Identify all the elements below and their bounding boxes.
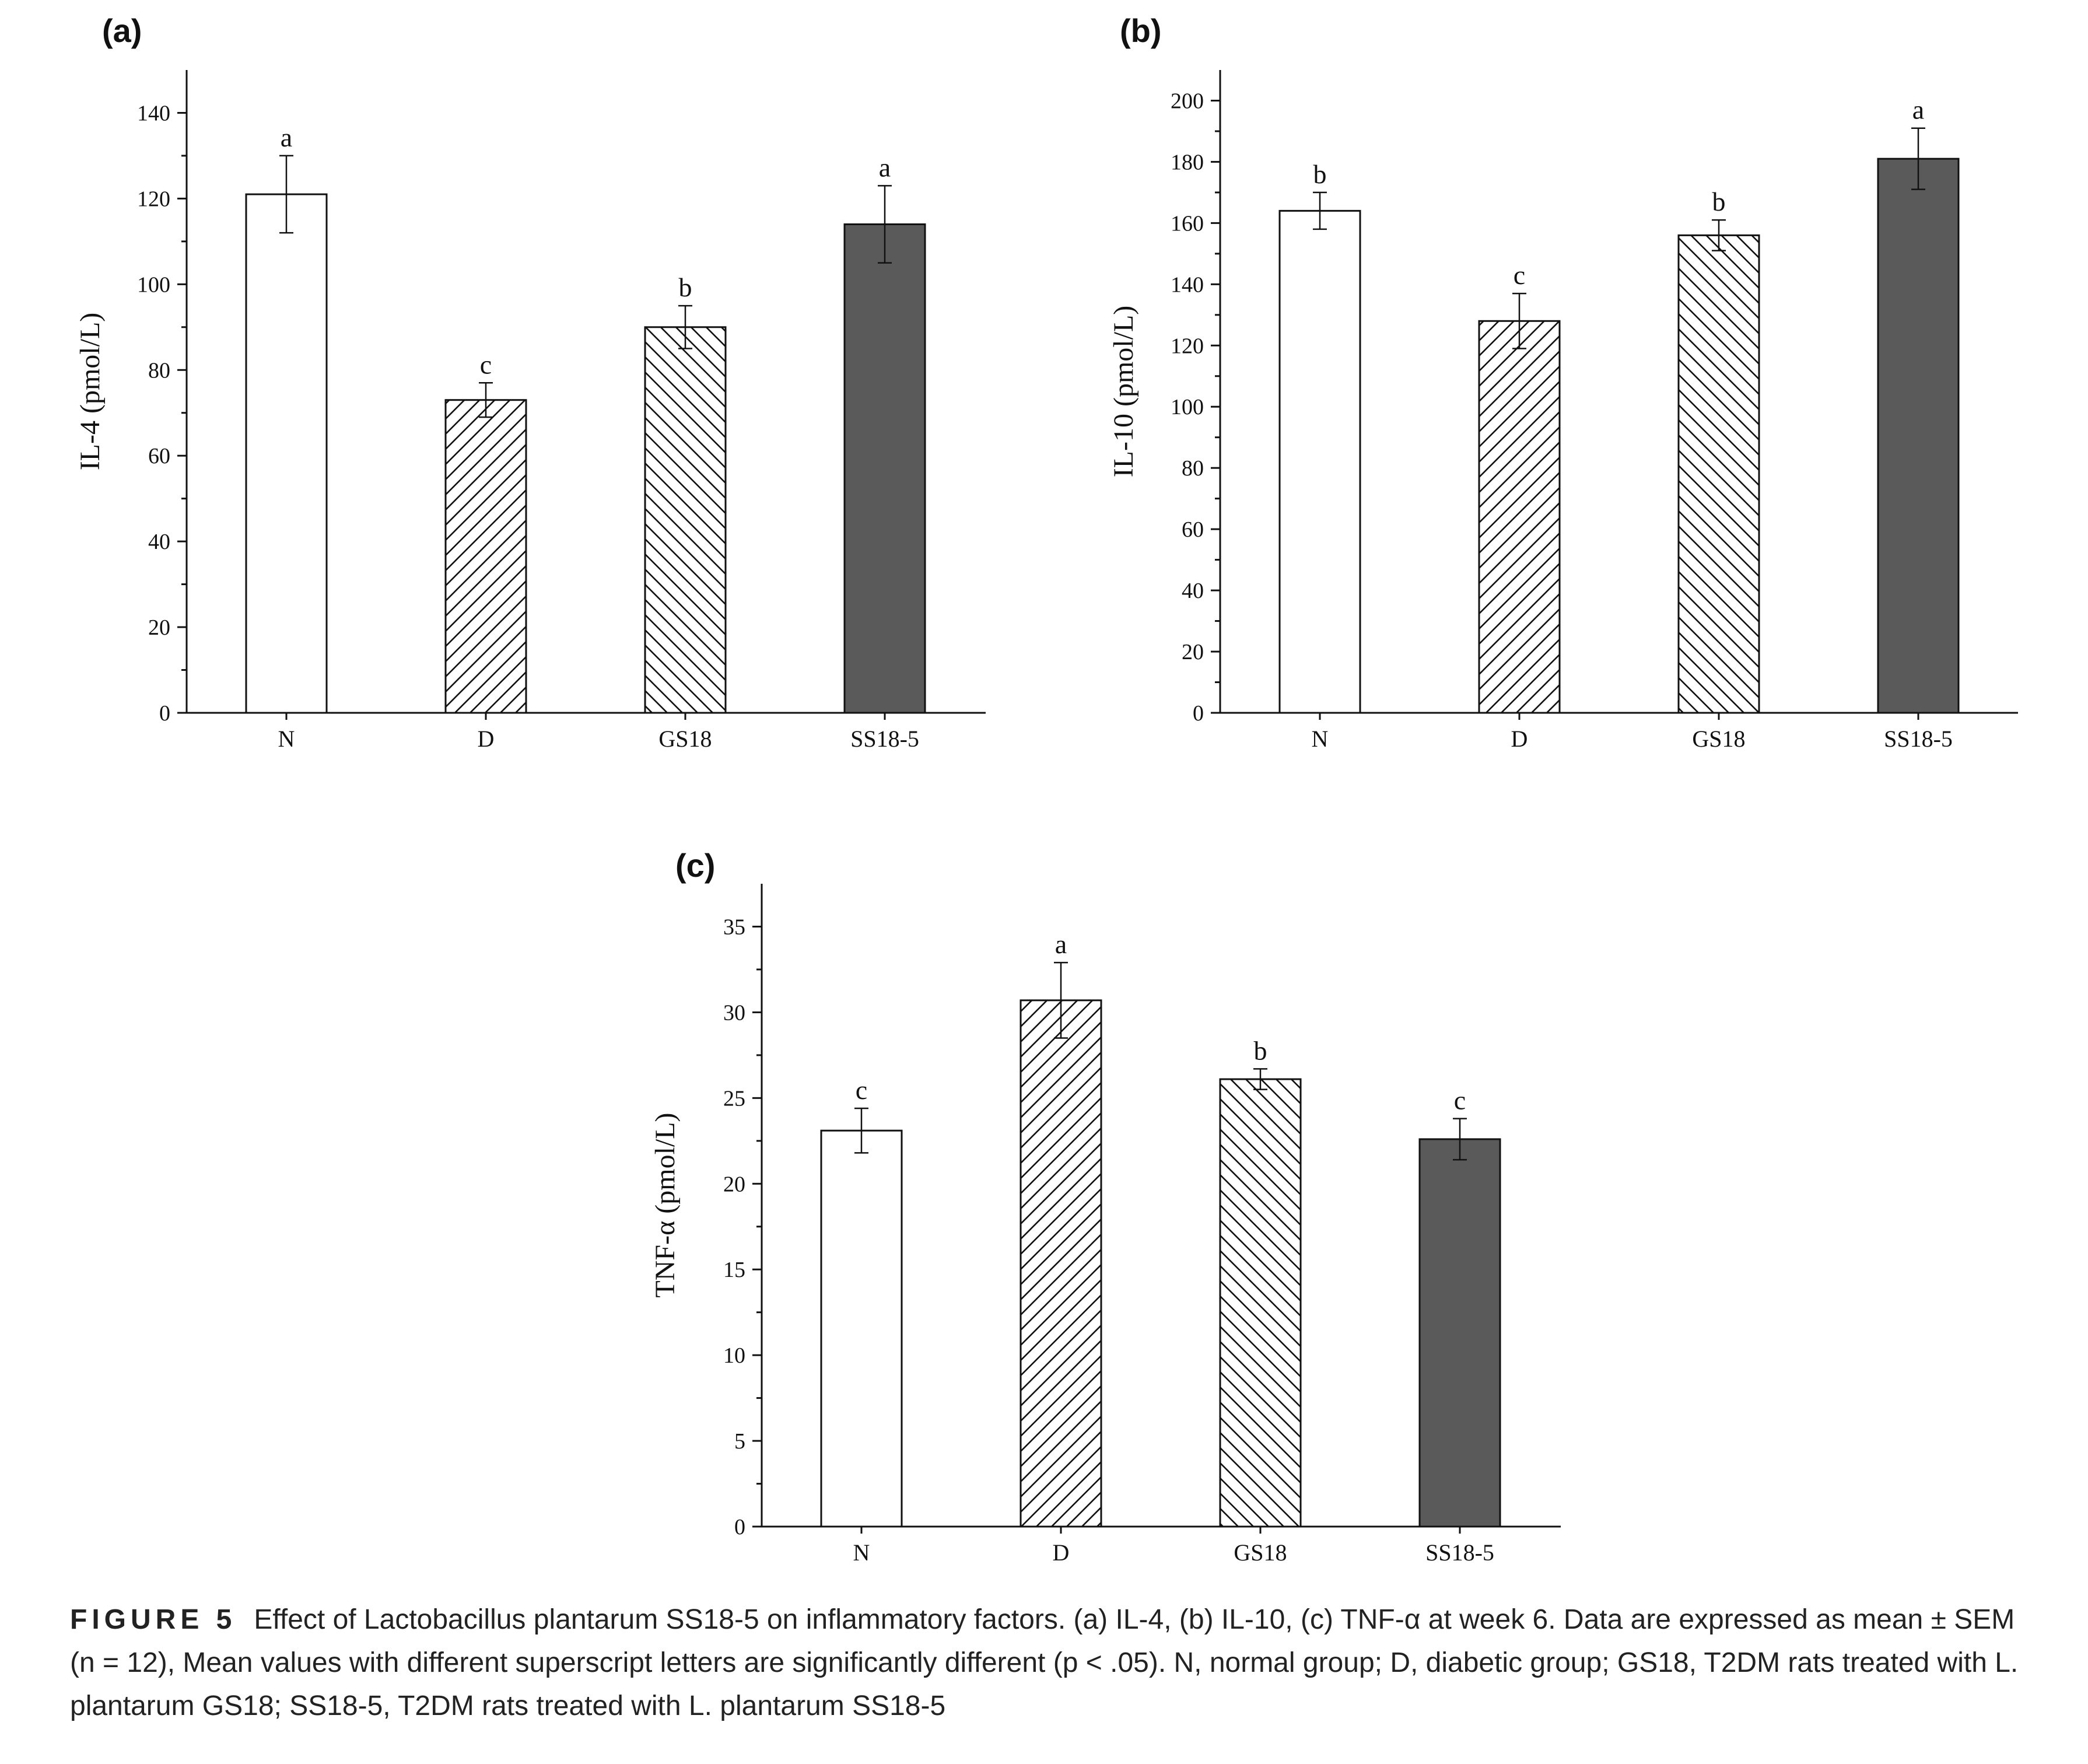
- x-tick-label: GS18: [1234, 1539, 1287, 1566]
- caption-text: Effect of Lactobacillus plantarum SS18-5…: [70, 1604, 2019, 1721]
- y-tick-label: 15: [723, 1258, 745, 1282]
- x-tick-label: N: [853, 1539, 870, 1566]
- y-tick-label: 100: [1171, 395, 1204, 419]
- y-tick-label: 0: [159, 701, 170, 726]
- x-tick-label: SS18-5: [1425, 1539, 1494, 1566]
- y-tick-label: 10: [723, 1343, 745, 1368]
- y-tick-label: 25: [723, 1086, 745, 1111]
- significance-letter: c: [480, 349, 492, 379]
- caption-label: FIGURE 5: [70, 1604, 237, 1635]
- x-tick-label: SS18-5: [1884, 726, 1953, 752]
- significance-letter: c: [1454, 1086, 1466, 1115]
- y-tick-label: 80: [1182, 456, 1204, 481]
- y-tick-label: 120: [137, 187, 170, 211]
- bar-ss18-5: [843, 223, 926, 714]
- y-tick-label: 20: [723, 1172, 745, 1196]
- y-tick-label: 200: [1171, 89, 1204, 113]
- chart-panel-c: (c) 0 5 10 15 20 25 30 35 TNF-α (pmol/L) c Na Db GS18…: [650, 847, 1561, 1566]
- y-axis-title: TNF-α (pmol/L): [650, 1112, 681, 1297]
- significance-letter: c: [1514, 260, 1525, 290]
- bar-n: [820, 1129, 903, 1528]
- y-axis-title: IL-4 (pmol/L): [75, 313, 106, 471]
- x-tick-label: N: [278, 726, 295, 752]
- y-tick-label: 60: [1182, 517, 1204, 542]
- y-tick-label: 20: [1182, 640, 1204, 664]
- x-tick-label: N: [1312, 726, 1329, 752]
- y-tick-label: 80: [148, 358, 170, 383]
- y-tick-label: 160: [1171, 211, 1204, 236]
- bar-ss18-5: [1418, 1138, 1501, 1528]
- significance-letter: b: [679, 272, 692, 302]
- significance-letter: a: [1055, 929, 1067, 959]
- panel-label: (c): [675, 847, 715, 884]
- x-tick-label: D: [1053, 1539, 1070, 1566]
- chart-panel-a: (a) 0 20 40 60 80 100 120 140 IL-4 (pmol/L) a Nc Db G…: [75, 12, 986, 752]
- significance-letter: a: [879, 152, 891, 182]
- y-tick-label: 140: [1171, 272, 1204, 297]
- bar-gs18: [1677, 234, 1760, 714]
- bar-n: [245, 193, 328, 714]
- significance-letter: a: [1912, 95, 1924, 125]
- bar-ss18-5: [1877, 158, 1960, 714]
- y-tick-label: 60: [148, 444, 170, 468]
- significance-letter: c: [856, 1075, 867, 1105]
- y-tick-label: 5: [734, 1429, 745, 1454]
- x-tick-label: D: [1511, 726, 1528, 752]
- figure-caption: FIGURE 5 Effect of Lactobacillus plantaru…: [70, 1598, 2041, 1728]
- y-tick-label: 180: [1171, 150, 1204, 174]
- y-tick-label: 100: [137, 272, 170, 297]
- x-tick-label: GS18: [658, 726, 712, 752]
- x-tick-label: GS18: [1692, 726, 1745, 752]
- bar-d: [1478, 320, 1561, 714]
- panel-label: (b): [1120, 12, 1162, 49]
- bar-n: [1278, 209, 1361, 714]
- x-tick-label: D: [478, 726, 495, 752]
- y-tick-label: 40: [148, 530, 170, 554]
- y-tick-label: 35: [723, 915, 745, 939]
- y-axis-title: IL-10 (pmol/L): [1108, 306, 1139, 478]
- y-tick-label: 140: [137, 101, 170, 125]
- chart-panel-b: (b) 0 20 40 60 80 100 120 140 160 180 200 IL-10 (pmo…: [1108, 12, 2018, 752]
- y-tick-label: 30: [723, 1000, 745, 1025]
- panel-label: (a): [102, 12, 142, 49]
- significance-letter: b: [1313, 159, 1327, 189]
- y-tick-label: 0: [1193, 701, 1204, 726]
- y-tick-label: 0: [734, 1515, 745, 1539]
- bar-d: [444, 399, 527, 714]
- significance-letter: b: [1712, 187, 1726, 216]
- bar-gs18: [1219, 1078, 1302, 1528]
- x-tick-label: SS18-5: [850, 726, 919, 752]
- y-tick-label: 40: [1182, 579, 1204, 603]
- bar-gs18: [644, 326, 727, 714]
- bar-d: [1020, 999, 1102, 1528]
- y-tick-label: 120: [1171, 334, 1204, 358]
- y-tick-label: 20: [148, 615, 170, 640]
- significance-letter: b: [1254, 1035, 1267, 1065]
- significance-letter: a: [281, 123, 292, 152]
